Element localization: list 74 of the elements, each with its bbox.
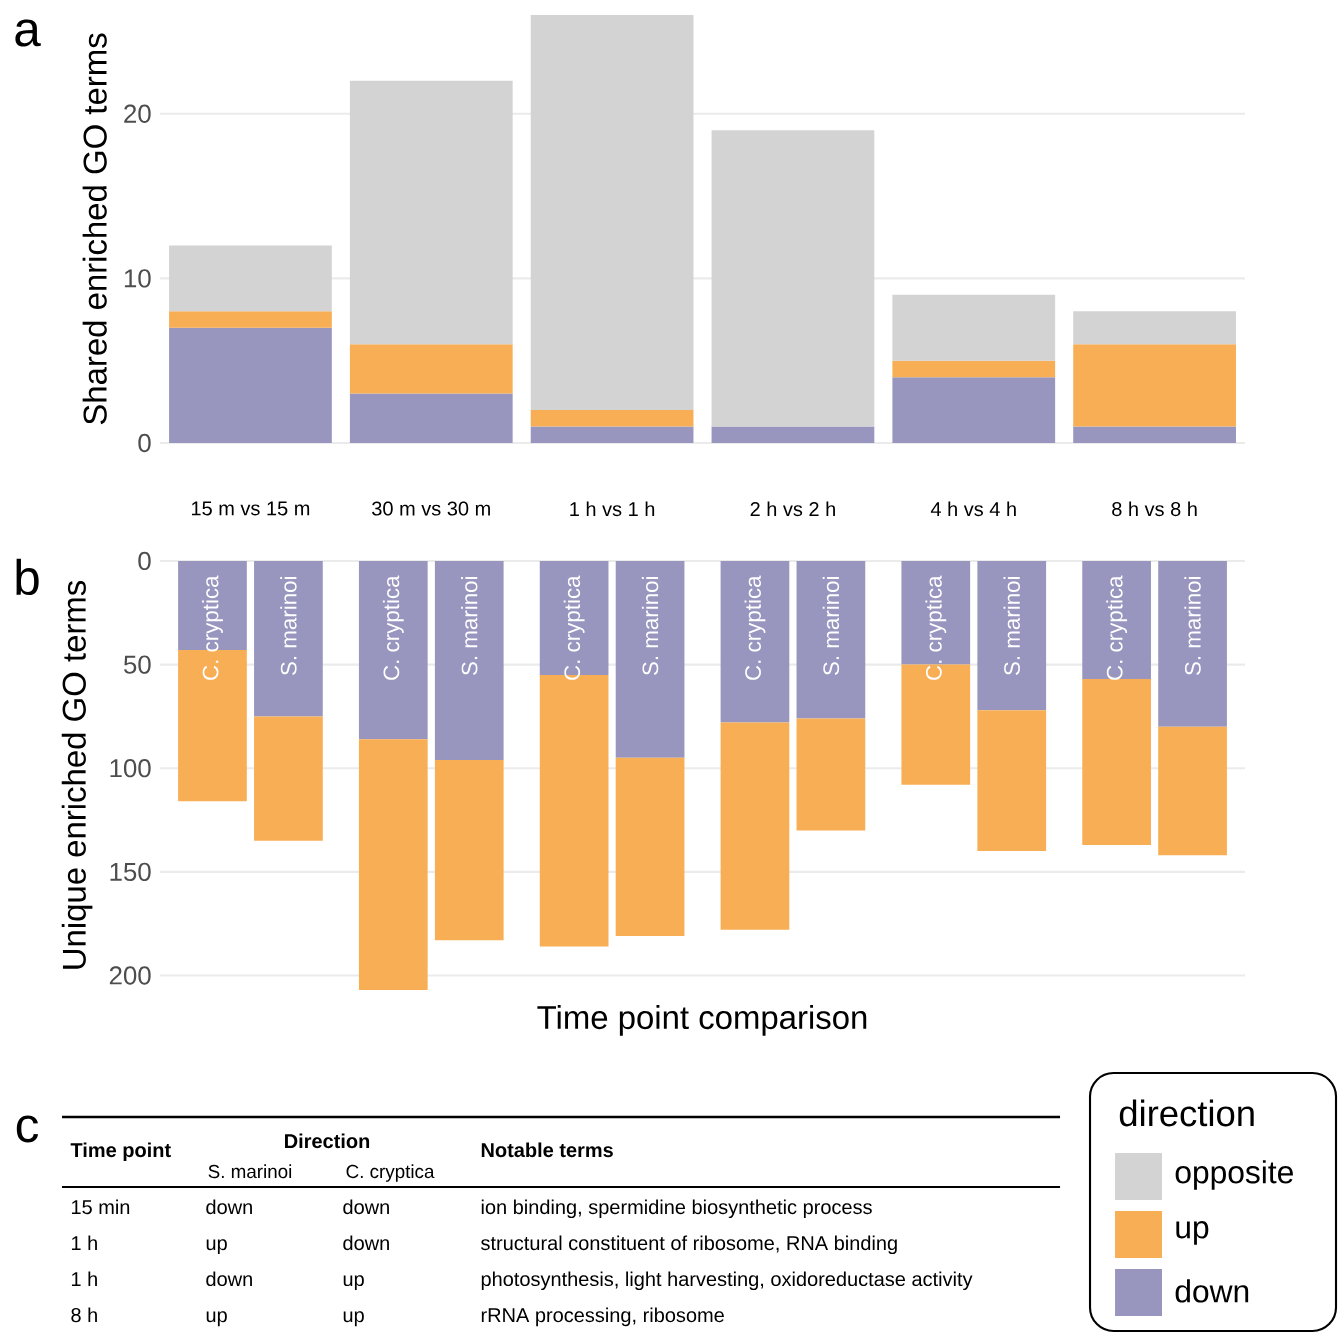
y-tick-label: 0 bbox=[138, 433, 151, 453]
text: down bbox=[206, 1199, 252, 1215]
bar bbox=[349, 344, 513, 394]
text: C. cryptica bbox=[346, 1164, 435, 1182]
bar bbox=[530, 14, 694, 411]
x-tick-label: C. cryptica bbox=[1106, 575, 1128, 680]
y-tick-label: 50 bbox=[123, 655, 151, 674]
legend-label: up bbox=[1176, 1221, 1209, 1245]
bar bbox=[892, 377, 1056, 444]
legend-label: opposite bbox=[1175, 1160, 1293, 1190]
y-axis-title: Unique enriched GO terms bbox=[61, 580, 93, 969]
bar bbox=[892, 294, 1056, 361]
x-tick-label: C. cryptica bbox=[744, 575, 766, 680]
x-tick-label: S. marinoi bbox=[1184, 577, 1201, 676]
x-tick-label: 15 m vs 15 m bbox=[191, 501, 310, 516]
bar bbox=[169, 327, 332, 444]
text: down bbox=[206, 1271, 252, 1287]
y-tick-label: 20 bbox=[124, 104, 151, 123]
bar bbox=[349, 80, 513, 345]
legend-title: direction bbox=[1119, 1099, 1254, 1127]
x-axis-title: Time point comparison bbox=[537, 1004, 867, 1036]
x-tick-label: 4 h vs 4 h bbox=[930, 501, 1016, 517]
legend-label: down bbox=[1175, 1279, 1249, 1303]
text: a bbox=[15, 19, 41, 47]
y-axis-title: Shared enriched GO terms bbox=[82, 33, 107, 425]
text: S. marinoi bbox=[208, 1164, 292, 1179]
x-tick-label: S. marinoi bbox=[641, 577, 659, 676]
text: 1 h bbox=[71, 1271, 97, 1286]
text: Notable terms bbox=[481, 1142, 613, 1158]
text: c bbox=[16, 1115, 39, 1143]
x-tick-label: C. cryptica bbox=[925, 575, 947, 680]
x-tick-label: S. marinoi bbox=[1003, 577, 1020, 676]
x-tick-label: S. marinoi bbox=[822, 577, 840, 676]
text: structural constituent of ribosome, RNA binding bbox=[481, 1235, 897, 1255]
bar bbox=[1073, 344, 1236, 427]
bar bbox=[892, 360, 1056, 378]
y-tick-label: 100 bbox=[110, 759, 151, 778]
y-tick-label: 10 bbox=[124, 269, 151, 288]
y-tick-label: 150 bbox=[110, 862, 151, 882]
text: up bbox=[206, 1311, 227, 1327]
x-tick-label: 2 h vs 2 h bbox=[750, 501, 835, 517]
x-tick-label: S. marinoi bbox=[461, 577, 478, 676]
x-tick-label: 30 m vs 30 m bbox=[372, 501, 490, 516]
bar bbox=[169, 245, 332, 312]
text: ion binding, spermidine biosynthetic process bbox=[481, 1199, 872, 1219]
text: down bbox=[343, 1235, 389, 1251]
bar bbox=[711, 426, 875, 444]
text: up bbox=[206, 1239, 227, 1255]
bar bbox=[530, 410, 694, 427]
x-tick-label: C. cryptica bbox=[382, 575, 404, 680]
text: up bbox=[343, 1275, 364, 1291]
text: rRNA processing, ribosome bbox=[481, 1307, 724, 1327]
x-tick-label: 8 h vs 8 h bbox=[1112, 501, 1197, 517]
bar bbox=[169, 311, 332, 328]
y-tick-label: 200 bbox=[109, 966, 151, 985]
text: Direction bbox=[285, 1133, 370, 1149]
bar bbox=[530, 426, 694, 444]
text: photosynthesis, light harvesting, oxidoreductase activity bbox=[481, 1271, 973, 1291]
x-tick-label: S. marinoi bbox=[280, 577, 297, 676]
text: up bbox=[343, 1311, 364, 1327]
text: 15 min bbox=[71, 1199, 130, 1215]
bar bbox=[349, 393, 513, 444]
x-tick-label: 1 h vs 1 h bbox=[570, 501, 655, 517]
x-tick-label: C. cryptica bbox=[563, 575, 585, 680]
text: 1 h bbox=[71, 1235, 97, 1250]
text: 8 h bbox=[71, 1307, 97, 1323]
text: down bbox=[343, 1199, 389, 1215]
bar bbox=[1073, 311, 1236, 345]
text: b bbox=[16, 558, 39, 596]
x-tick-label: C. cryptica bbox=[202, 575, 223, 680]
y-tick-label: 0 bbox=[138, 551, 151, 571]
text: Time point bbox=[70, 1142, 171, 1162]
bar bbox=[711, 130, 875, 427]
bar bbox=[1073, 426, 1236, 444]
